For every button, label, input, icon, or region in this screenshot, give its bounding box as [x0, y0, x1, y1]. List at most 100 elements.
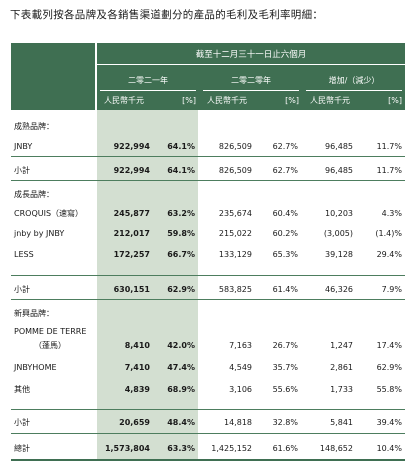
- table-row-croquis-v20: 235,674: [218, 209, 252, 218]
- header-col-2021: 二零二一年: [128, 76, 168, 85]
- table-row-jnby-v20: 826,509: [218, 142, 252, 151]
- table-row-less-label: LESS: [14, 250, 34, 259]
- table-row-jnby-by-jnby-v21: 212,017: [113, 229, 150, 238]
- table-row-jnby-by-jnby-vc: (3,005): [323, 229, 353, 238]
- subtotal-row-growth-p20: 61.4%: [272, 285, 298, 294]
- header-period: 截至十二月三十一日止六個月: [195, 50, 307, 60]
- table-row-less-vc: 39,128: [325, 250, 353, 259]
- header-bar-right: [97, 43, 405, 110]
- subtotal-row-mature-p20: 62.7%: [272, 166, 298, 175]
- table-row-pomme-de-terre-label-2: （蓬馬）: [34, 341, 66, 350]
- subtotal-row-mature-vc: 96,485: [325, 166, 353, 175]
- total-row-p20: 61.6%: [272, 444, 298, 453]
- intro-text: 下表載列按各品牌及各銷售渠道劃分的產品的毛利及毛利率明細：: [10, 9, 324, 21]
- subtotal-row-emerging-label: 小計: [14, 418, 30, 427]
- header-bar-left: [11, 43, 95, 110]
- table-row-croquis-vc: 10,203: [325, 209, 353, 218]
- header-divider: [97, 64, 405, 65]
- table-row-jnby-by-jnby-label: jnby by JNBY: [14, 229, 65, 238]
- table-row-croquis-v21: 245,877: [113, 209, 150, 218]
- rule: [11, 433, 405, 434]
- table-row-pomme-de-terre-p20: 26.7%: [272, 341, 298, 350]
- subtotal-row-emerging-vc: 5,841: [330, 418, 353, 427]
- subtotal-row-growth-v21: 630,151: [113, 285, 150, 294]
- table-row-jnbyhome-p20: 35.7%: [272, 363, 298, 372]
- table-row-less-pc: 29.4%: [376, 250, 402, 259]
- header-divider-2021: [100, 90, 196, 91]
- table-row-jnby-by-jnby-v20: 215,022: [218, 229, 252, 238]
- table-row-jnbyhome-vc: 2,861: [330, 363, 353, 372]
- table-row-less-v21: 172,257: [113, 250, 150, 259]
- rule: [11, 180, 405, 181]
- table-row-other-v20: 3,106: [229, 385, 252, 394]
- subtotal-row-growth-label: 小計: [14, 285, 30, 294]
- subtotal-row-growth-p21: 62.9%: [167, 285, 195, 294]
- table-row-jnby-p20: 62.7%: [272, 142, 298, 151]
- table-row-jnby-vc: 96,485: [325, 142, 353, 151]
- total-row-v20: 1,425,152: [211, 444, 252, 453]
- rule-bottom: [11, 459, 405, 461]
- header-pct-2021: [%]: [182, 96, 196, 105]
- section-title-mature: 成熟品牌：: [14, 122, 54, 131]
- total-row-label: 總計: [14, 444, 30, 453]
- header-divider-2020: [203, 90, 299, 91]
- table-row-pomme-de-terre-p21: 42.0%: [167, 341, 195, 350]
- subtotal-row-growth-vc: 46,326: [325, 285, 353, 294]
- subtotal-row-emerging-p21: 48.4%: [167, 418, 195, 427]
- header-unit-change: 人民幣千元: [310, 96, 350, 105]
- table-row-jnby-p21: 64.1%: [167, 142, 195, 151]
- table-row-croquis-pc: 4.3%: [381, 209, 402, 218]
- table-row-other-p21: 68.9%: [167, 385, 195, 394]
- table-row-other-vc: 1,733: [330, 385, 353, 394]
- table-row-jnbyhome-p21: 47.4%: [167, 363, 195, 372]
- total-row-p21: 63.3%: [167, 444, 195, 453]
- table-row-jnby-by-jnby-pc: (1.4)%: [375, 229, 402, 238]
- header-unit-2021: 人民幣千元: [104, 96, 144, 105]
- table-row-other-p20: 55.6%: [272, 385, 298, 394]
- header-pct-change: [%]: [388, 96, 402, 105]
- subtotal-row-emerging-p20: 32.8%: [272, 418, 298, 427]
- header-divider-change: [306, 90, 402, 91]
- table-row-jnbyhome-label: JNBYHOME: [14, 363, 57, 372]
- table-row-other-label: 其他: [14, 385, 30, 394]
- subtotal-row-growth-v20: 583,825: [218, 285, 252, 294]
- table-row-jnby-label: JNBY: [14, 142, 33, 151]
- table-row-less-p20: 65.3%: [272, 250, 298, 259]
- table-row-other-v21: 4,839: [124, 385, 150, 394]
- table-row-jnbyhome-v20: 4,549: [229, 363, 252, 372]
- total-row-pc: 10.4%: [376, 444, 402, 453]
- table-row-jnby-by-jnby-p21: 59.8%: [167, 229, 195, 238]
- section-title-emerging: 新興品牌：: [14, 309, 54, 318]
- table-row-pomme-de-terre-vc: 1,247: [330, 341, 353, 350]
- subtotal-row-growth-pc: 7.9%: [381, 285, 402, 294]
- header-unit-2020: 人民幣千元: [207, 96, 247, 105]
- rule: [11, 409, 405, 410]
- table-row-jnby-pc: 11.7%: [376, 142, 402, 151]
- subtotal-row-emerging-v21: 20,659: [119, 418, 150, 427]
- subtotal-row-mature-pc: 11.7%: [376, 166, 402, 175]
- subtotal-row-emerging-v20: 14,818: [224, 418, 252, 427]
- table-row-croquis-p20: 60.4%: [272, 209, 298, 218]
- header-pct-2020: [%]: [285, 96, 299, 105]
- total-row-v21: 1,573,804: [104, 444, 150, 453]
- subtotal-row-mature-p21: 64.1%: [167, 166, 195, 175]
- table-row-pomme-de-terre-label: POMME DE TERRE: [14, 327, 87, 336]
- table-row-pomme-de-terre-pc: 17.4%: [376, 341, 402, 350]
- table-row-jnbyhome-pc: 62.9%: [376, 363, 402, 372]
- table-row-other-pc: 55.8%: [376, 385, 402, 394]
- header-col-2020: 二零二零年: [231, 76, 271, 85]
- table-row-pomme-de-terre-v20: 7,163: [229, 341, 252, 350]
- table-row-less-p21: 66.7%: [167, 250, 195, 259]
- subtotal-row-mature-v21: 922,994: [113, 166, 150, 175]
- rule: [11, 275, 405, 276]
- rule: [11, 299, 405, 300]
- section-title-growth: 成長品牌：: [14, 190, 54, 199]
- table-row-jnbyhome-v21: 7,410: [124, 363, 150, 372]
- rule: [11, 156, 405, 157]
- table-row-jnby-by-jnby-p20: 60.2%: [272, 229, 298, 238]
- table-row-jnby-v21: 922,994: [113, 142, 150, 151]
- subtotal-row-mature-v20: 826,509: [218, 166, 252, 175]
- subtotal-row-emerging-pc: 39.4%: [376, 418, 402, 427]
- table-row-croquis-label: CROQUIS（速寫）: [14, 209, 84, 218]
- total-row-vc: 148,652: [319, 444, 353, 453]
